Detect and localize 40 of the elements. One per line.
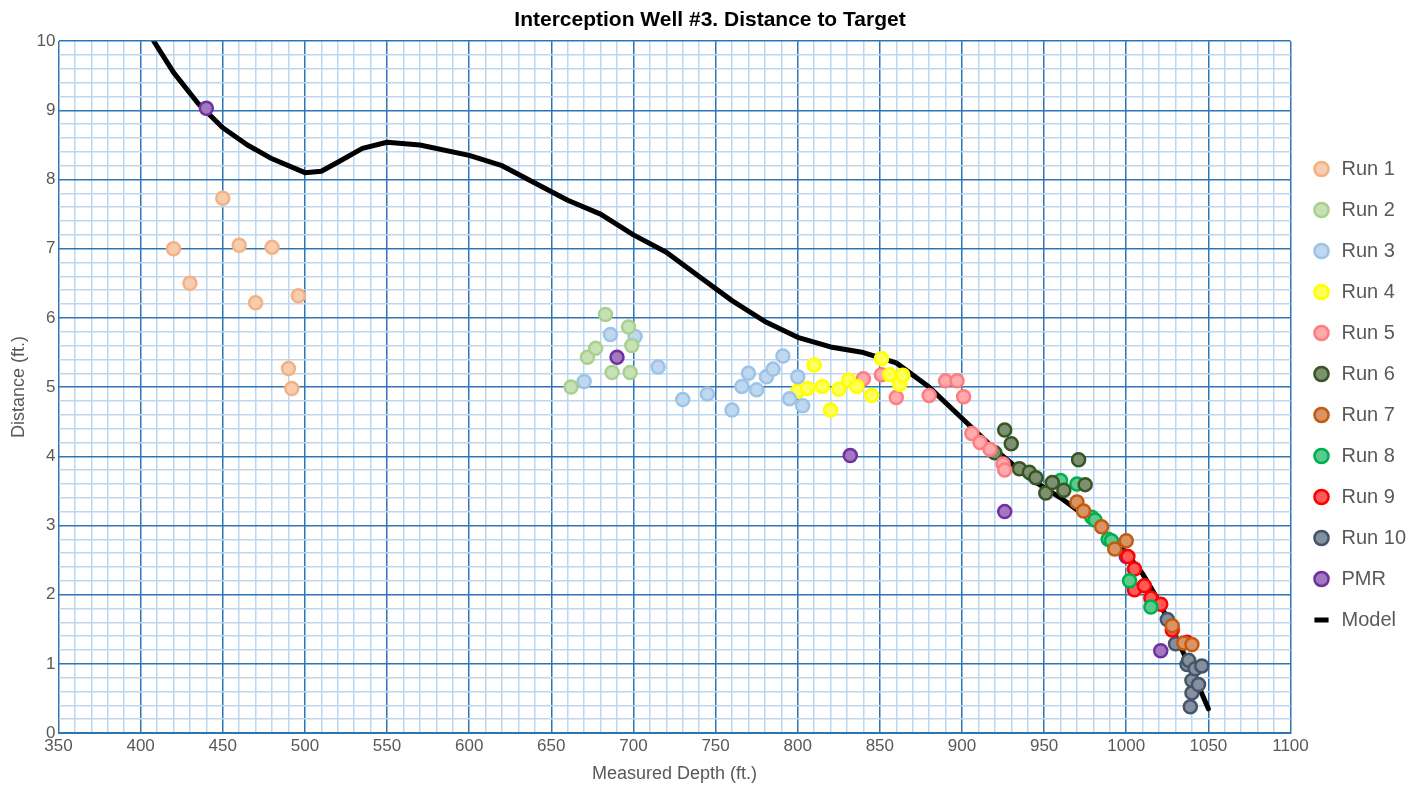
x-tick-label: 1050 xyxy=(1189,735,1228,755)
x-tick-label: 950 xyxy=(1029,735,1059,755)
legend-label: Run 1 xyxy=(1341,156,1395,179)
y-tick-label: 7 xyxy=(46,238,56,258)
y-tick-label: 10 xyxy=(36,30,56,50)
x-axis-title: Measured Depth (ft.) xyxy=(591,763,758,784)
legend-label: PMR xyxy=(1341,566,1386,589)
x-tick-label: 750 xyxy=(701,735,730,755)
x-tick-label: 700 xyxy=(619,735,648,755)
x-tick-label: 1100 xyxy=(1272,735,1309,755)
x-tick-label: 600 xyxy=(454,735,484,755)
legend-label: Run 10 xyxy=(1341,525,1407,548)
y-tick-label: 6 xyxy=(46,307,56,327)
legend-label: Run 3 xyxy=(1341,238,1395,261)
y-tick-label: 1 xyxy=(46,653,56,673)
legend-label: Run 8 xyxy=(1341,443,1395,466)
x-tick-label: 900 xyxy=(947,735,977,755)
x-tick-label: 550 xyxy=(372,735,402,755)
x-tick-label: 800 xyxy=(783,735,812,755)
y-tick-label: 5 xyxy=(46,376,56,396)
legend-label: Run 7 xyxy=(1341,402,1395,425)
y-tick-label: 2 xyxy=(46,584,56,604)
x-tick-label: 500 xyxy=(290,735,320,755)
y-axis-title: Distance (ft.) xyxy=(7,336,28,439)
chart-title: Interception Well #3. Distance to Target xyxy=(514,7,906,31)
x-tick-label: 450 xyxy=(208,735,237,755)
legend-label: Run 5 xyxy=(1341,320,1395,343)
y-tick-label: 8 xyxy=(46,169,56,189)
x-tick-label: 850 xyxy=(865,735,895,755)
legend-label: Run 6 xyxy=(1341,361,1395,384)
y-tick-label: 9 xyxy=(46,100,56,120)
legend-label: Model xyxy=(1341,607,1396,630)
x-tick-label: 400 xyxy=(126,735,155,755)
y-tick-label: 4 xyxy=(46,445,56,465)
y-tick-label: 3 xyxy=(46,515,56,535)
x-tick-label: 650 xyxy=(537,735,566,755)
legend-label: Run 4 xyxy=(1341,279,1395,302)
legend-label: Run 9 xyxy=(1341,484,1395,507)
legend-label: Run 2 xyxy=(1341,197,1395,220)
x-tick-label: 1000 xyxy=(1107,735,1146,755)
